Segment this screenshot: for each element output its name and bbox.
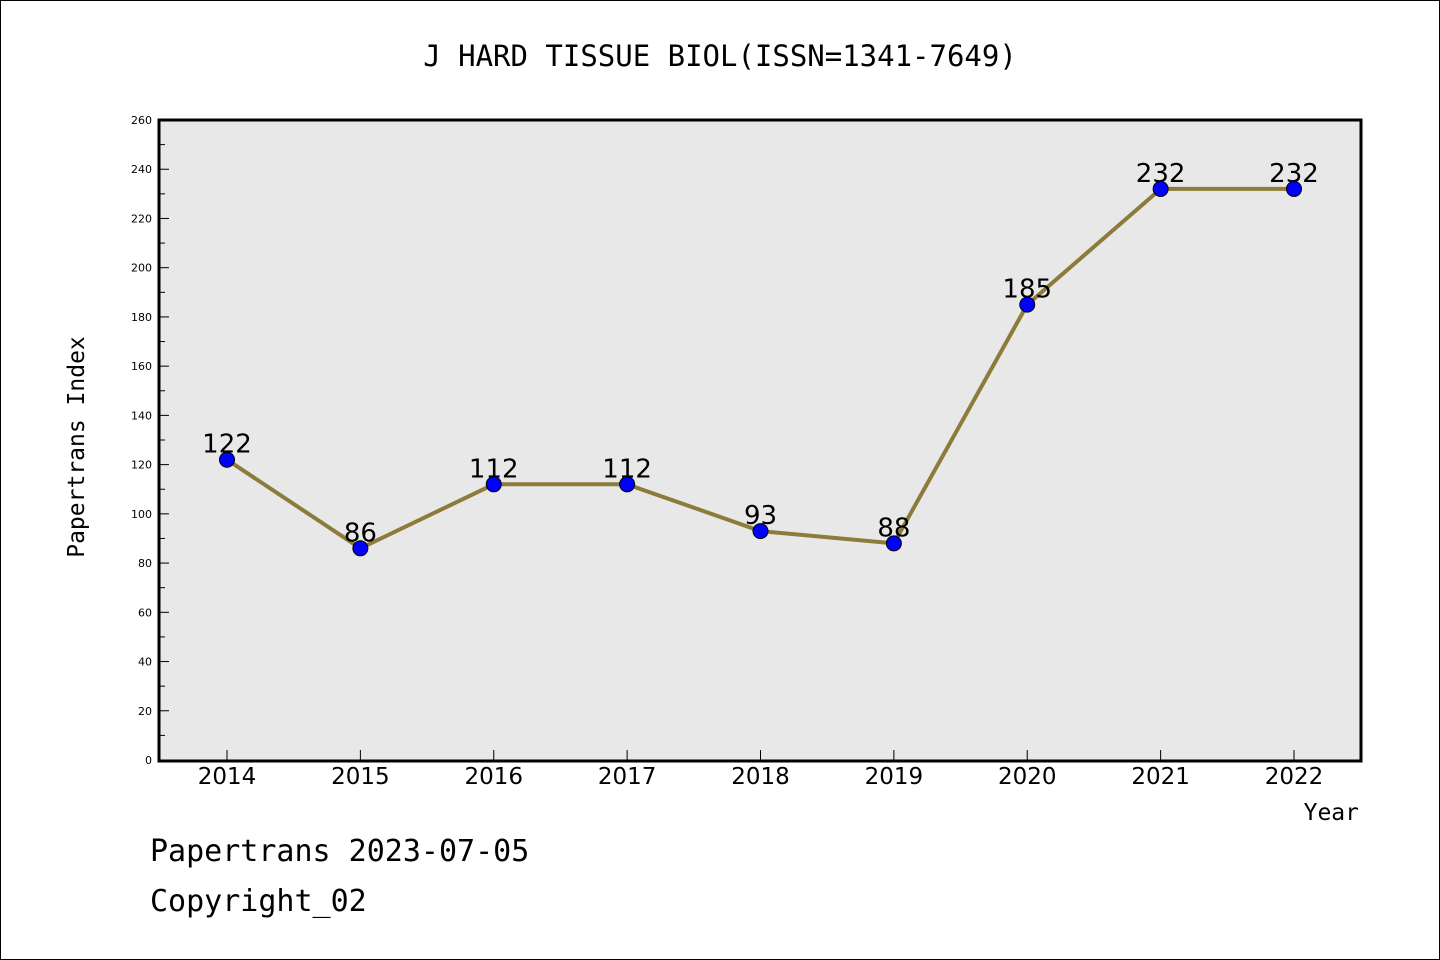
x-tick-label: 2015 <box>331 764 390 790</box>
data-label: 112 <box>602 454 652 484</box>
y-tick-label: 240 <box>131 163 152 176</box>
y-tick-label: 260 <box>131 114 152 127</box>
y-tick-label: 100 <box>131 508 152 521</box>
data-point <box>1152 180 1169 197</box>
data-label: 185 <box>1002 275 1052 305</box>
x-tick-label: 2022 <box>1265 764 1324 790</box>
y-tick-label: 80 <box>138 557 152 570</box>
y-tick-label: 160 <box>131 360 152 373</box>
x-tick-label: 2016 <box>464 764 523 790</box>
x-tick-label: 2021 <box>1131 764 1190 790</box>
x-tick-label: 2019 <box>865 764 924 790</box>
chart-title: J HARD TISSUE BIOL(ISSN=1341-7649) <box>423 39 1017 73</box>
y-axis-label: Papertrans Index <box>64 336 90 558</box>
series-markers <box>219 180 1302 557</box>
data-label: 88 <box>877 513 910 543</box>
data-label: 112 <box>469 454 519 484</box>
y-tick-label: 40 <box>138 656 152 669</box>
data-point <box>352 540 369 557</box>
footer-date: Papertrans 2023-07-05 <box>150 834 530 869</box>
data-label: 122 <box>202 430 252 460</box>
y-tick-label: 120 <box>131 459 152 472</box>
y-tick-label: 200 <box>131 262 152 275</box>
footer-copyright: Copyright_02 <box>150 884 367 919</box>
x-axis: 2014 2015 2016 2017 2018 2019 2020 2021 2022 <box>198 750 1324 790</box>
data-point <box>485 476 502 493</box>
data-label: 232 <box>1136 159 1186 189</box>
y-tick-label: 140 <box>131 409 152 422</box>
data-point <box>752 523 769 540</box>
data-point <box>219 451 235 468</box>
data-point <box>1286 180 1302 197</box>
x-tick-label: 2020 <box>998 764 1057 790</box>
data-labels: 122 86 112 112 93 88 185 232 232 <box>202 159 1319 548</box>
y-tick-label: 220 <box>131 212 152 225</box>
data-point <box>1019 296 1036 313</box>
y-axis: 0 20 40 60 80 100 120 140 160 180 200 220 240 260 <box>131 114 169 767</box>
x-tick-label: 2018 <box>731 764 790 790</box>
x-tick-label: 2014 <box>198 764 257 790</box>
data-point <box>619 476 636 493</box>
x-tick-label: 2017 <box>598 764 657 790</box>
data-label: 93 <box>744 501 777 531</box>
data-point <box>885 535 902 552</box>
data-label: 232 <box>1269 159 1319 189</box>
y-tick-label: 0 <box>145 754 152 767</box>
data-label: 86 <box>344 518 377 548</box>
y-tick-label: 60 <box>138 606 152 619</box>
x-axis-label: Year <box>1304 800 1359 826</box>
y-tick-label: 20 <box>138 705 152 718</box>
plot-area <box>157 118 1363 763</box>
y-tick-label: 180 <box>131 311 152 324</box>
